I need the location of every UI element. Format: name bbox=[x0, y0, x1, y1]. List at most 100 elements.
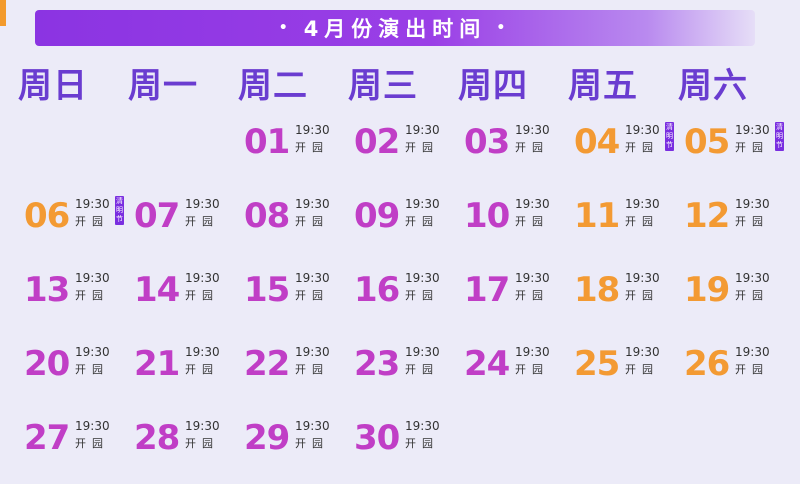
calendar-day-cell[interactable]: 06 19:30 开园 清明节 bbox=[15, 188, 125, 262]
open-status-char: 园 bbox=[422, 437, 433, 450]
calendar-day-cell[interactable]: 25 19:30 开园 bbox=[565, 336, 675, 410]
calendar-day-cell[interactable]: 22 19:30 开园 bbox=[235, 336, 345, 410]
open-status-char: 开 bbox=[185, 437, 196, 450]
calendar-day-cell[interactable]: 16 19:30 开园 bbox=[345, 262, 455, 336]
calendar-day-cell[interactable]: 23 19:30 开园 bbox=[345, 336, 455, 410]
open-status: 开园 bbox=[185, 437, 213, 451]
open-status-char: 开 bbox=[185, 289, 196, 302]
calendar-day-cell[interactable]: 17 19:30 开园 bbox=[455, 262, 565, 336]
open-status-char: 园 bbox=[312, 215, 323, 228]
show-time: 19:30 bbox=[625, 123, 660, 137]
day-number: 13 bbox=[24, 270, 70, 310]
calendar-day-cell[interactable]: 24 19:30 开园 bbox=[455, 336, 565, 410]
open-status: 开园 bbox=[185, 363, 213, 377]
show-time: 19:30 bbox=[735, 271, 770, 285]
open-status-char: 园 bbox=[532, 289, 543, 302]
weekday-tue: 周二 bbox=[238, 66, 308, 106]
weekday-sat: 周六 bbox=[678, 66, 748, 106]
open-status-char: 园 bbox=[752, 289, 763, 302]
open-status-char: 开 bbox=[515, 289, 526, 302]
open-status: 开园 bbox=[735, 363, 763, 377]
show-time: 19:30 bbox=[405, 345, 440, 359]
open-status-char: 园 bbox=[202, 363, 213, 376]
day-number: 04 bbox=[574, 122, 620, 162]
open-status-char: 开 bbox=[75, 363, 86, 376]
open-status: 开园 bbox=[735, 215, 763, 229]
calendar-day-cell[interactable]: 30 19:30 开园 bbox=[345, 410, 455, 484]
day-number: 12 bbox=[684, 196, 730, 236]
show-time: 19:30 bbox=[735, 345, 770, 359]
calendar-day-cell[interactable]: 10 19:30 开园 bbox=[455, 188, 565, 262]
open-status-char: 开 bbox=[735, 215, 746, 228]
weekday-sun: 周日 bbox=[18, 66, 88, 106]
calendar-day-cell[interactable]: 13 19:30 开园 bbox=[15, 262, 125, 336]
weekday-fri: 周五 bbox=[568, 66, 638, 106]
open-status: 开园 bbox=[295, 215, 323, 229]
day-number: 08 bbox=[244, 196, 290, 236]
open-status: 开园 bbox=[75, 437, 103, 451]
calendar-day-cell[interactable]: 26 19:30 开园 bbox=[675, 336, 785, 410]
calendar-day-cell[interactable]: 03 19:30 开园 bbox=[455, 114, 565, 188]
show-time: 19:30 bbox=[515, 271, 550, 285]
open-status-char: 园 bbox=[422, 215, 433, 228]
open-status-char: 开 bbox=[625, 363, 636, 376]
calendar-day-cell[interactable]: 05 19:30 开园 清明节 bbox=[675, 114, 785, 188]
show-time: 19:30 bbox=[405, 123, 440, 137]
open-status: 开园 bbox=[75, 215, 103, 229]
holiday-badge: 清明节 bbox=[665, 122, 674, 151]
open-status-char: 开 bbox=[515, 363, 526, 376]
calendar-day-cell[interactable]: 18 19:30 开园 bbox=[565, 262, 675, 336]
calendar-day-cell[interactable]: 15 19:30 开园 bbox=[235, 262, 345, 336]
open-status-char: 园 bbox=[312, 363, 323, 376]
open-status: 开园 bbox=[295, 289, 323, 303]
show-time: 19:30 bbox=[405, 419, 440, 433]
open-status: 开园 bbox=[75, 289, 103, 303]
calendar-day-cell[interactable]: 12 19:30 开园 bbox=[675, 188, 785, 262]
open-status: 开园 bbox=[735, 141, 763, 155]
calendar-day-cell[interactable]: 27 19:30 开园 bbox=[15, 410, 125, 484]
day-number: 30 bbox=[354, 418, 400, 458]
show-time: 19:30 bbox=[295, 123, 330, 137]
open-status: 开园 bbox=[405, 289, 433, 303]
open-status-char: 园 bbox=[202, 437, 213, 450]
calendar-day-cell[interactable]: 28 19:30 开园 bbox=[125, 410, 235, 484]
show-time: 19:30 bbox=[75, 419, 110, 433]
show-time: 19:30 bbox=[185, 197, 220, 211]
open-status: 开园 bbox=[515, 215, 543, 229]
title-banner: • 4月份演出时间 • bbox=[35, 10, 755, 46]
open-status-char: 开 bbox=[295, 437, 306, 450]
open-status: 开园 bbox=[735, 289, 763, 303]
open-status: 开园 bbox=[75, 363, 103, 377]
calendar-day-cell[interactable]: 14 19:30 开园 bbox=[125, 262, 235, 336]
day-number: 25 bbox=[574, 344, 620, 384]
calendar-day-cell[interactable]: 08 19:30 开园 bbox=[235, 188, 345, 262]
open-status-char: 园 bbox=[532, 215, 543, 228]
open-status-char: 开 bbox=[515, 215, 526, 228]
calendar-day-cell[interactable]: 20 19:30 开园 bbox=[15, 336, 125, 410]
calendar-day-cell[interactable]: 29 19:30 开园 bbox=[235, 410, 345, 484]
day-number: 14 bbox=[134, 270, 180, 310]
open-status: 开园 bbox=[185, 289, 213, 303]
open-status-char: 开 bbox=[735, 289, 746, 302]
open-status-char: 开 bbox=[295, 289, 306, 302]
open-status-char: 开 bbox=[295, 141, 306, 154]
open-status-char: 园 bbox=[312, 437, 323, 450]
calendar-day-cell[interactable]: 11 19:30 开园 bbox=[565, 188, 675, 262]
calendar-day-cell[interactable]: 19 19:30 开园 bbox=[675, 262, 785, 336]
day-number: 06 bbox=[24, 196, 70, 236]
calendar-day-cell[interactable]: 04 19:30 开园 清明节 bbox=[565, 114, 675, 188]
open-status: 开园 bbox=[295, 363, 323, 377]
show-time: 19:30 bbox=[515, 345, 550, 359]
day-number: 21 bbox=[134, 344, 180, 384]
calendar-day-cell[interactable]: 01 19:30 开园 bbox=[235, 114, 345, 188]
weekday-thu: 周四 bbox=[458, 66, 528, 106]
calendar-day-cell[interactable]: 21 19:30 开园 bbox=[125, 336, 235, 410]
show-time: 19:30 bbox=[295, 271, 330, 285]
calendar-day-cell[interactable]: 07 19:30 开园 bbox=[125, 188, 235, 262]
calendar-day-cell[interactable]: 09 19:30 开园 bbox=[345, 188, 455, 262]
show-time: 19:30 bbox=[735, 123, 770, 137]
show-time: 19:30 bbox=[625, 345, 660, 359]
weekday-header-row: 周日 周一 周二 周三 周四 周五 周六 bbox=[15, 58, 785, 110]
calendar-day-cell[interactable]: 02 19:30 开园 bbox=[345, 114, 455, 188]
open-status: 开园 bbox=[515, 141, 543, 155]
